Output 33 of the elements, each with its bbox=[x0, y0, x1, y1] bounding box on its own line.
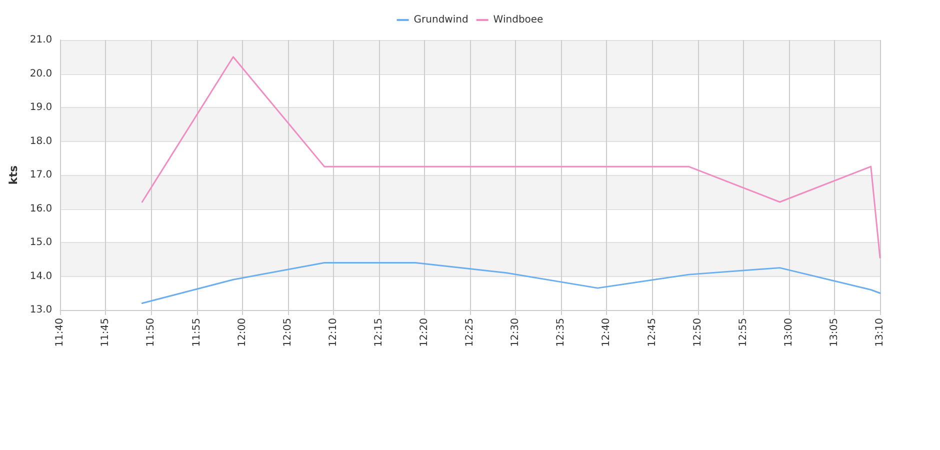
x-tick-label: 12:40 bbox=[601, 318, 612, 347]
x-tick-label: 12:45 bbox=[646, 318, 658, 347]
y-tick-label: 19.0 bbox=[30, 102, 52, 113]
line-series bbox=[141, 56, 881, 258]
line-series bbox=[141, 262, 881, 304]
x-tick-label: 11:45 bbox=[100, 318, 112, 347]
x-tick-label: 12:05 bbox=[282, 318, 294, 347]
x-tick-label: 13:00 bbox=[783, 318, 794, 347]
y-tick-label: 18.0 bbox=[30, 136, 52, 147]
x-tick-label: 11:55 bbox=[191, 318, 202, 347]
y-tick-label: 21.0 bbox=[30, 34, 52, 46]
y-tick-label: 16.0 bbox=[30, 203, 52, 214]
y-axis-title: kts bbox=[7, 164, 20, 185]
x-tick-label: 12:20 bbox=[419, 318, 430, 347]
x-tick-label: 12:10 bbox=[328, 318, 339, 347]
x-tick-label: 12:55 bbox=[738, 318, 749, 347]
x-tick-label: 12:00 bbox=[236, 318, 248, 347]
x-tick-label: 12:25 bbox=[464, 318, 476, 347]
y-tick-label: 14.0 bbox=[30, 270, 52, 282]
x-tick-label: 12:35 bbox=[556, 318, 567, 347]
legend-label: Windboee bbox=[493, 14, 544, 26]
x-tick-label: 12:15 bbox=[373, 318, 384, 347]
y-tick-label: 15.0 bbox=[30, 237, 52, 248]
x-tick-label: 11:40 bbox=[54, 318, 66, 347]
legend-label: Grundwind bbox=[414, 14, 468, 26]
x-tick-label: 12:50 bbox=[692, 318, 704, 347]
x-tick-label: 12:30 bbox=[510, 318, 522, 347]
y-tick-label: 17.0 bbox=[30, 170, 52, 180]
x-tick-label: 13:05 bbox=[828, 318, 840, 347]
y-tick-label: 20.0 bbox=[30, 68, 52, 80]
x-tick-label: 13:10 bbox=[874, 318, 886, 347]
y-tick-label: 13.0 bbox=[30, 304, 52, 316]
x-tick-label: 11:50 bbox=[146, 318, 157, 347]
